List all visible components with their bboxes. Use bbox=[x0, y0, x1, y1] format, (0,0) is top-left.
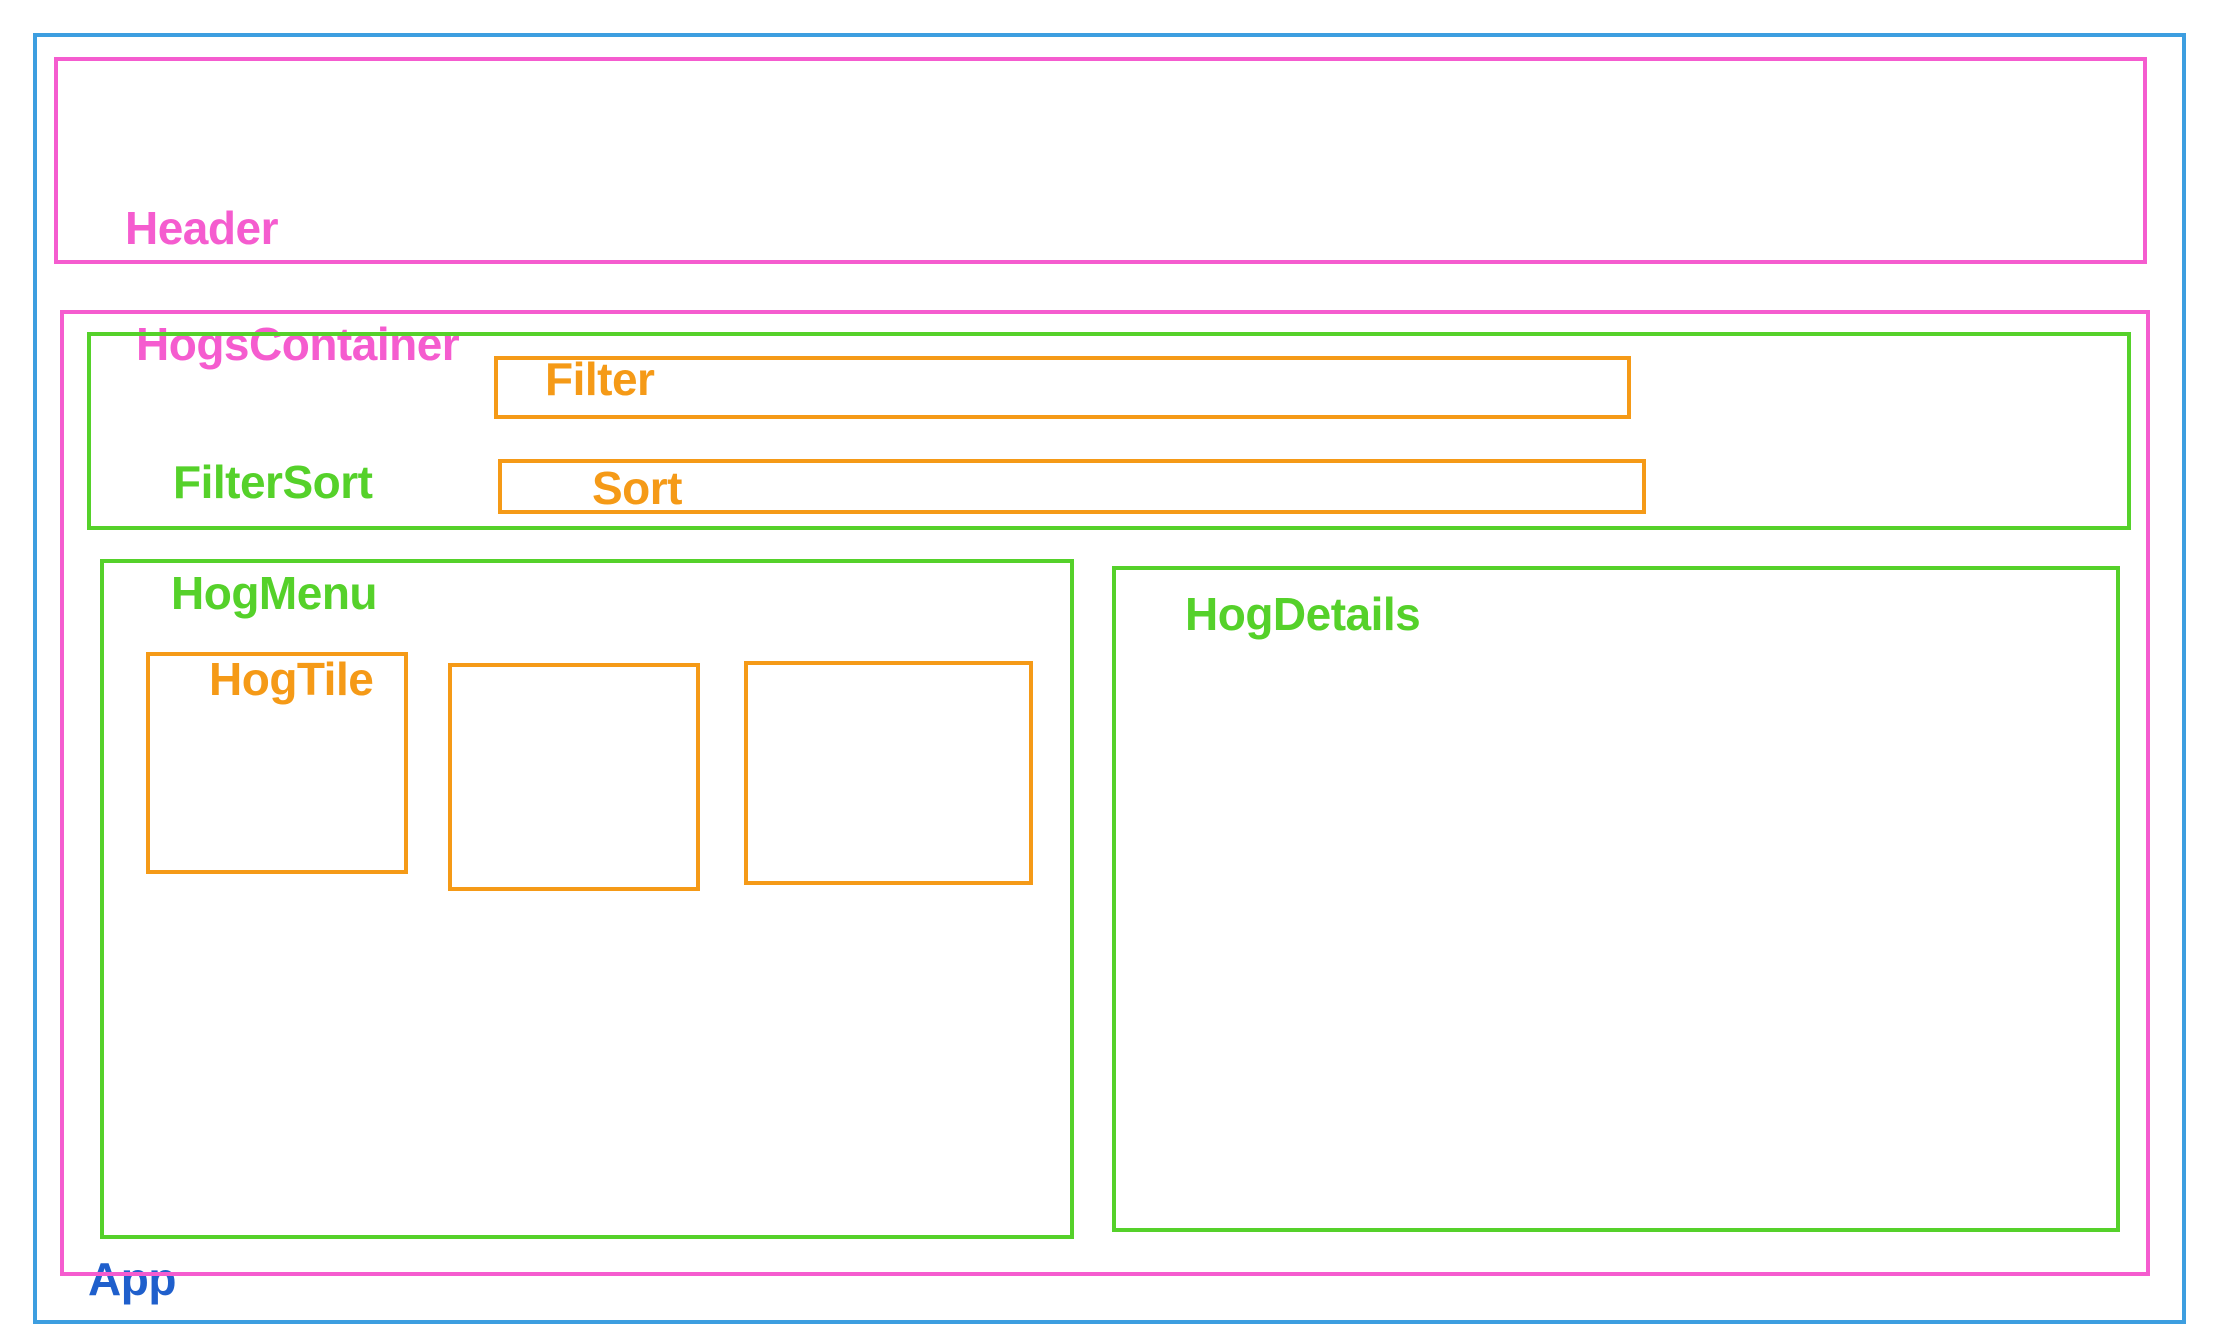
app-label: App bbox=[88, 1253, 176, 1305]
hog-tile-label: HogTile bbox=[209, 653, 374, 705]
sort-box bbox=[498, 459, 1646, 514]
hog-tile-box bbox=[744, 661, 1033, 885]
filter-sort-box bbox=[87, 332, 2131, 530]
hog-details-label: HogDetails bbox=[1185, 588, 1421, 640]
hog-details-box bbox=[1112, 566, 2120, 1232]
sort-label: Sort bbox=[592, 462, 683, 514]
hogs-container-label: HogsContainer bbox=[136, 318, 460, 370]
filter-sort-label: FilterSort bbox=[173, 456, 373, 508]
hog-menu-label: HogMenu bbox=[171, 567, 378, 619]
hog-menu-box bbox=[100, 559, 1074, 1239]
hog-tile-box bbox=[146, 652, 408, 874]
hog-tile-box bbox=[448, 663, 700, 891]
hogs-container-box bbox=[60, 310, 2150, 1276]
header-box bbox=[54, 57, 2147, 264]
header-label: Header bbox=[125, 202, 278, 254]
filter-box bbox=[494, 356, 1631, 419]
filter-label: Filter bbox=[545, 353, 655, 405]
app-box bbox=[33, 33, 2186, 1324]
